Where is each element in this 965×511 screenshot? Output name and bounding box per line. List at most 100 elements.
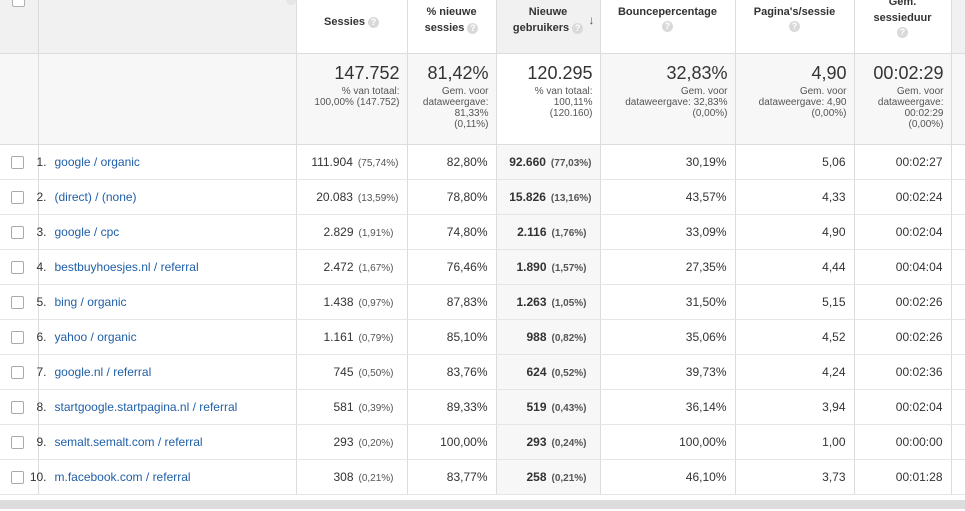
rows-body: 1. google / organic 111.904 (75,74%) 82,80… <box>0 144 965 495</box>
row-checkbox-cell <box>0 179 39 215</box>
row-checkbox[interactable] <box>11 366 24 380</box>
table-row: 2. (direct) / (none) 20.083 (13,59%) 78,80… <box>0 179 965 215</box>
row-checkbox[interactable] <box>11 156 24 170</box>
row-checkbox[interactable] <box>11 226 24 240</box>
total-sessions-sub-1: % van totaal: <box>341 86 400 97</box>
header-new-users[interactable]: Nieuwe gebruikers? ↓ <box>496 0 601 54</box>
row-pages-per-session: 4,44 <box>735 249 855 285</box>
table-row: 8. startgoogle.startpagina.nl / referral … <box>0 389 965 425</box>
header-session-duration[interactable]: Gem. sessieduur ? <box>854 0 952 54</box>
row-checkbox[interactable] <box>11 261 24 275</box>
total-bounce-sub-2: dataweergave: 32,83% <box>625 97 728 108</box>
pages-help-icon[interactable]: ? <box>789 21 800 32</box>
header-bounce[interactable]: Bouncepercentage ? <box>600 0 736 54</box>
bounce-help-icon[interactable]: ? <box>662 21 673 32</box>
medium-link[interactable]: (none) <box>101 190 137 204</box>
table-row: 4. bestbuyhoesjes.nl / referral 2.472 (1,6… <box>0 249 965 285</box>
row-new-sessions: 85,10% <box>407 319 497 355</box>
row-checkbox[interactable] <box>11 401 24 415</box>
row-sessions: 1.438 (0,97%) <box>296 284 408 320</box>
header-sessions[interactable]: Sessies? <box>296 0 408 54</box>
medium-link[interactable]: organic <box>100 155 140 169</box>
row-sessions: 1.161 (0,79%) <box>296 319 408 355</box>
row-checkbox-cell <box>0 459 39 495</box>
row-sessions-pct: (75,74%) <box>357 158 399 169</box>
row-dimension: 6. yahoo / organic <box>36 319 297 355</box>
row-pages-per-session: 3,94 <box>735 389 855 425</box>
row-new-users-value: 2.116 <box>517 225 547 239</box>
row-sessions-pct: (13,59%) <box>357 193 399 204</box>
row-checkbox[interactable] <box>11 471 24 485</box>
source-link[interactable]: bestbuyhoesjes.nl <box>54 260 151 274</box>
total-new-users-value: 120.295 <box>527 63 593 83</box>
row-new-users-value: 1.263 <box>516 295 547 309</box>
row-session-duration: 00:02:26 <box>854 284 952 320</box>
totals-row: 147.752 % van totaal: 100,00% (147.752) … <box>0 53 965 145</box>
source-medium-separator: / <box>77 295 88 309</box>
row-checkbox[interactable] <box>11 191 24 205</box>
row-new-users: 92.660 (77,03%) <box>496 144 601 180</box>
select-all-checkbox[interactable] <box>12 0 25 7</box>
row-checkbox[interactable] <box>11 296 24 310</box>
source-link[interactable]: google <box>54 225 91 239</box>
total-pages-sub-2: dataweergave: 4,90 <box>758 97 847 108</box>
total-pages: 4,90 Gem. voor dataweergave: 4,90 (0,00%… <box>735 53 855 145</box>
header-duration-line1: Gem. <box>888 0 917 8</box>
row-dimension: 10. m.facebook.com / referral <box>30 459 297 495</box>
row-new-sessions: 89,33% <box>407 389 497 425</box>
medium-link[interactable]: organic <box>97 330 137 344</box>
dimension-help-icon[interactable] <box>285 0 297 5</box>
row-pages-per-session: 1,00 <box>735 424 855 460</box>
row-pages-per-session: 5,15 <box>735 284 855 320</box>
header-pages-per-session[interactable]: Pagina's/sessie ? <box>735 0 855 54</box>
source-link[interactable]: m.facebook.com <box>54 470 143 484</box>
row-new-sessions: 74,80% <box>407 214 497 250</box>
header-sessions-label: Sessies <box>324 16 365 28</box>
medium-link[interactable]: referral <box>199 400 238 414</box>
row-bounce: 46,10% <box>600 459 736 495</box>
source-link[interactable]: startgoogle.startpagina.nl <box>54 400 190 414</box>
row-checkbox[interactable] <box>11 331 24 345</box>
row-pages-per-session: 3,73 <box>735 459 855 495</box>
medium-link[interactable]: organic <box>87 295 127 309</box>
row-index: 1. <box>36 155 47 169</box>
medium-link[interactable]: referral <box>164 435 203 449</box>
total-sessions-value: 147.752 <box>334 63 400 83</box>
source-medium-separator: / <box>103 365 114 379</box>
medium-link[interactable]: referral <box>160 260 199 274</box>
row-checkbox-cell <box>0 354 39 390</box>
source-link[interactable]: semalt.semalt.com <box>54 435 155 449</box>
source-link[interactable]: bing <box>54 295 78 309</box>
medium-link[interactable]: referral <box>113 365 152 379</box>
source-link[interactable]: yahoo <box>54 330 88 344</box>
source-link[interactable]: google.nl <box>54 365 104 379</box>
row-new-sessions: 100,00% <box>407 424 497 460</box>
sort-descending-icon[interactable]: ↓ <box>588 13 595 27</box>
row-sessions-pct: (1,67%) <box>358 263 394 274</box>
row-checkbox-cell <box>0 319 39 355</box>
row-checkbox[interactable] <box>11 436 24 450</box>
duration-help-icon[interactable]: ? <box>897 27 908 38</box>
row-session-duration: 00:04:04 <box>854 249 952 285</box>
row-new-sessions: 87,83% <box>407 284 497 320</box>
sessions-help-icon[interactable]: ? <box>367 16 379 28</box>
row-new-sessions: 76,46% <box>407 249 497 285</box>
row-dimension: 9. semalt.semalt.com / referral <box>36 424 297 460</box>
total-new-users-sub-3: (120.160) <box>549 108 593 119</box>
source-link[interactable]: (direct) <box>54 190 92 204</box>
medium-link[interactable]: referral <box>152 470 191 484</box>
row-new-users-pct: (1,57%) <box>551 263 587 274</box>
row-session-duration: 00:02:36 <box>854 354 952 390</box>
total-sessions-sub-2: 100,00% (147.752) <box>314 97 400 108</box>
medium-link[interactable]: cpc <box>100 225 120 239</box>
row-sessions-value: 308 <box>333 470 354 484</box>
new-users-help-icon[interactable]: ? <box>572 22 584 34</box>
row-session-duration: 00:02:04 <box>854 214 952 250</box>
source-link[interactable]: google <box>54 155 91 169</box>
row-sessions-pct: (0,21%) <box>358 473 394 484</box>
row-bounce: 33,09% <box>600 214 736 250</box>
source-medium-separator: / <box>142 470 153 484</box>
header-new-sessions[interactable]: % nieuwe sessies? <box>407 0 497 54</box>
total-bounce-sub-1: Gem. voor <box>680 86 728 97</box>
new-sessions-help-icon[interactable]: ? <box>467 22 479 34</box>
